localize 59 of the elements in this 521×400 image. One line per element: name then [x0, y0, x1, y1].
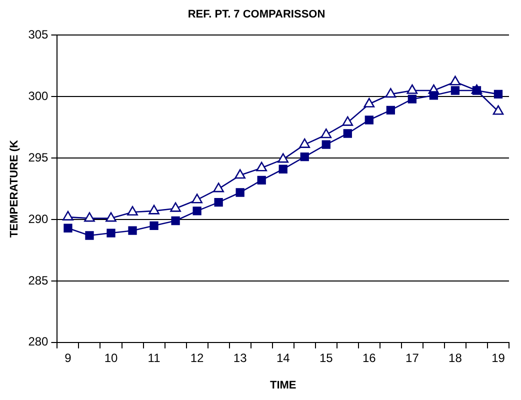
point — [494, 90, 503, 99]
point — [170, 202, 181, 212]
y-tick-label: 295 — [28, 150, 49, 164]
point — [150, 221, 158, 230]
x-axis-title: TIME — [270, 379, 296, 392]
y-axis-title: TEMPERATURE (K — [8, 140, 21, 238]
point — [192, 206, 202, 216]
x-tick-label: 12 — [190, 350, 204, 365]
y-tick-label: 285 — [28, 273, 49, 288]
x-tick-label: 13 — [233, 350, 248, 365]
point — [106, 212, 116, 222]
point — [300, 152, 309, 162]
y-tick-label: 305 — [28, 28, 49, 42]
x-tick-label: 11 — [148, 350, 161, 365]
chart-title: REF. PT. 7 COMPARISSON — [188, 8, 326, 21]
x-tick-label: 15 — [319, 350, 334, 365]
point — [450, 86, 460, 95]
point — [256, 162, 268, 172]
point — [429, 91, 438, 100]
x-tick-label: 16 — [362, 350, 376, 365]
x-tick-label: 17 — [406, 350, 420, 365]
x-tick-label: 14 — [276, 350, 290, 365]
point — [148, 204, 160, 214]
point — [320, 128, 332, 138]
point — [408, 94, 417, 104]
point — [257, 176, 266, 185]
x-tick-label: 10 — [104, 350, 118, 365]
point — [278, 153, 289, 163]
point — [234, 169, 246, 179]
y-tick-label: 300 — [28, 88, 49, 103]
x-tick-label: 19 — [492, 350, 506, 365]
point — [386, 106, 396, 114]
point — [342, 116, 354, 126]
point — [406, 84, 418, 94]
point — [385, 88, 396, 98]
point — [450, 76, 461, 86]
point — [64, 224, 72, 232]
point — [171, 216, 180, 226]
point — [214, 198, 223, 207]
point — [343, 129, 352, 138]
x-tick-label: 9 — [64, 350, 72, 365]
point — [84, 212, 95, 222]
point — [213, 182, 224, 192]
y-tick-label: 290 — [28, 212, 49, 226]
x-tick-label: 18 — [448, 350, 462, 365]
point — [192, 194, 202, 204]
point — [62, 210, 74, 220]
point — [85, 231, 94, 240]
point — [236, 188, 244, 197]
point — [127, 206, 138, 216]
point — [492, 105, 504, 115]
point — [364, 116, 374, 124]
point — [322, 140, 330, 149]
point — [128, 226, 137, 235]
y-tick-label: 280 — [28, 334, 49, 349]
point — [364, 98, 375, 108]
point — [278, 164, 288, 174]
point — [106, 228, 116, 238]
point — [299, 138, 310, 148]
